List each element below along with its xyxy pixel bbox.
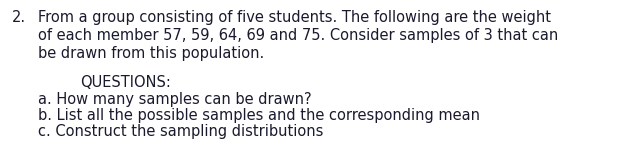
Text: b. List all the possible samples and the corresponding mean: b. List all the possible samples and the… — [38, 108, 480, 123]
Text: QUESTIONS:: QUESTIONS: — [80, 75, 171, 90]
Text: of each member 57, 59, 64, 69 and 75. Consider samples of 3 that can: of each member 57, 59, 64, 69 and 75. Co… — [38, 28, 558, 43]
Text: a. How many samples can be drawn?: a. How many samples can be drawn? — [38, 92, 312, 107]
Text: From a group consisting of five students. The following are the weight: From a group consisting of five students… — [38, 10, 551, 25]
Text: 2.: 2. — [12, 10, 26, 25]
Text: be drawn from this population.: be drawn from this population. — [38, 46, 264, 61]
Text: c. Construct the sampling distributions: c. Construct the sampling distributions — [38, 124, 323, 139]
